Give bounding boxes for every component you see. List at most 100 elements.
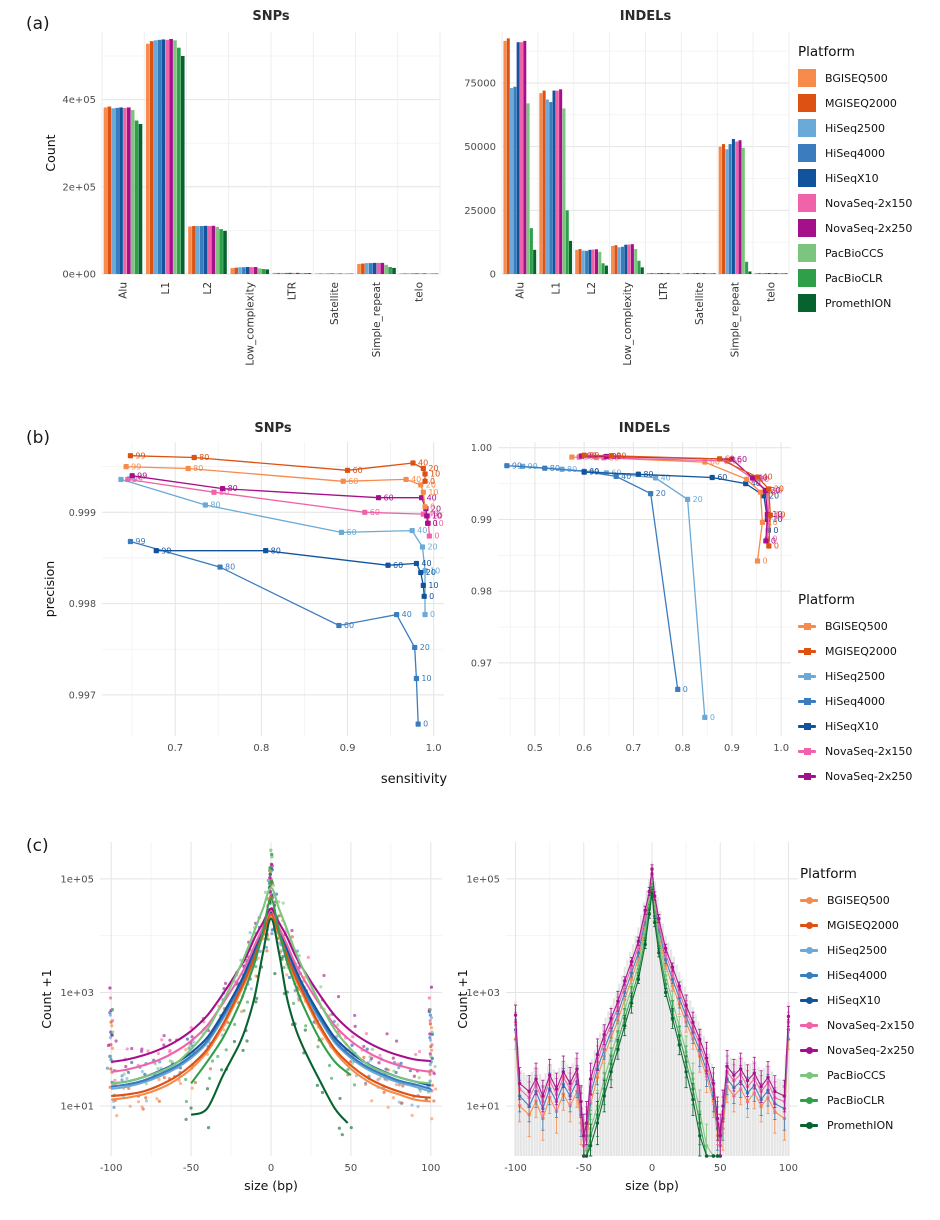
svg-text:10: 10 [433, 519, 443, 528]
svg-text:Simple_repeat: Simple_repeat [371, 282, 383, 357]
square-swatch-icon [798, 219, 816, 237]
svg-text:99: 99 [512, 461, 522, 470]
svg-text:0e+00: 0e+00 [62, 270, 96, 281]
legend-label: BGISEQ500 [827, 893, 890, 907]
legend-label: NovaSeq-2x250 [827, 1043, 915, 1057]
line-dot-marker-icon [800, 1066, 818, 1084]
svg-text:1e+05: 1e+05 [466, 874, 500, 885]
svg-text:80: 80 [609, 453, 619, 462]
svg-text:50000: 50000 [464, 142, 496, 153]
svg-text:size (bp): size (bp) [244, 1178, 298, 1193]
svg-text:Count +1: Count +1 [455, 969, 470, 1029]
svg-text:0: 0 [430, 502, 435, 511]
b-x-axis-label: sensitivity [380, 772, 448, 787]
svg-text:0: 0 [423, 720, 428, 729]
svg-text:0: 0 [710, 713, 715, 722]
svg-text:60: 60 [370, 508, 380, 517]
svg-text:20: 20 [431, 504, 441, 513]
svg-text:SNPs: SNPs [254, 421, 292, 436]
svg-text:20: 20 [765, 488, 775, 497]
legend-item-MGISEQ2000: MGISEQ2000 [800, 916, 914, 934]
svg-text:25000: 25000 [464, 206, 496, 217]
svg-text:80: 80 [616, 451, 626, 460]
svg-text:LTR: LTR [658, 282, 670, 300]
svg-text:telo: telo [766, 282, 778, 302]
square-swatch-icon [798, 169, 816, 187]
legend-item-PacBioCCS: PacBioCCS [800, 1066, 914, 1084]
svg-text:2e+05: 2e+05 [62, 182, 96, 193]
svg-text:80: 80 [567, 465, 577, 474]
svg-text:100: 100 [421, 1163, 440, 1174]
svg-text:60: 60 [717, 473, 727, 482]
line-square-marker-icon [798, 767, 816, 785]
legend-label: HiSeqX10 [827, 993, 881, 1007]
svg-text:Count: Count [43, 134, 58, 171]
svg-text:80: 80 [225, 563, 235, 572]
svg-text:40: 40 [751, 479, 761, 488]
svg-text:40: 40 [421, 559, 431, 568]
svg-text:1.0: 1.0 [426, 743, 442, 754]
legend-item-PacBioCLR: PacBioCLR [800, 1091, 914, 1109]
square-swatch-icon [798, 294, 816, 312]
svg-text:99: 99 [589, 451, 599, 460]
svg-text:INDELs: INDELs [620, 9, 672, 24]
svg-text:10: 10 [428, 581, 438, 590]
svg-text:0: 0 [772, 534, 777, 543]
legend-label: NovaSeq-2x150 [827, 1018, 915, 1032]
legend-item-HiSeq2500: HiSeq2500 [798, 667, 912, 685]
svg-text:60: 60 [589, 467, 599, 476]
legend-label: PromethION [825, 296, 892, 310]
svg-text:80: 80 [228, 484, 238, 493]
svg-text:Satellite: Satellite [694, 282, 706, 325]
svg-text:60: 60 [384, 493, 394, 502]
legend-label: HiSeq2500 [827, 943, 888, 957]
square-swatch-icon [798, 244, 816, 262]
svg-text:10: 10 [774, 512, 784, 521]
svg-text:80: 80 [199, 453, 209, 462]
svg-text:0.997: 0.997 [69, 690, 96, 701]
legend-label: PacBioCLR [827, 1093, 885, 1107]
legend-label: HiSeq2500 [825, 669, 886, 683]
svg-text:0: 0 [434, 532, 439, 541]
svg-text:80: 80 [210, 501, 220, 510]
svg-text:Simple_repeat: Simple_repeat [730, 282, 742, 357]
legend-platform-c: Platform BGISEQ500 MGISEQ2000 HiSeq2500 HiSe… [800, 866, 914, 1141]
svg-text:10: 10 [772, 510, 782, 519]
svg-text:20: 20 [427, 543, 437, 552]
svg-text:60: 60 [725, 454, 735, 463]
legend-item-NovaSeq-2x250: NovaSeq-2x250 [798, 767, 912, 785]
legend-label: NovaSeq-2x150 [825, 744, 913, 758]
svg-text:L2: L2 [202, 282, 214, 295]
svg-text:40: 40 [759, 475, 769, 484]
svg-text:40: 40 [758, 473, 768, 482]
legend-title: Platform [798, 592, 855, 608]
svg-text:4e+05: 4e+05 [62, 95, 96, 106]
legend-item-BGISEQ500: BGISEQ500 [798, 69, 912, 87]
legend-label: HiSeq2500 [825, 121, 886, 135]
svg-text:60: 60 [710, 458, 720, 467]
svg-text:20: 20 [426, 481, 436, 490]
svg-text:40: 40 [763, 473, 773, 482]
svg-text:40: 40 [427, 493, 437, 502]
svg-text:Count +1: Count +1 [39, 969, 54, 1029]
legend-platform-b: Platform BGISEQ500 MGISEQ2000 HiSeq2500 HiSe… [798, 592, 912, 792]
svg-text:SNPs: SNPs [252, 9, 290, 24]
svg-text:50: 50 [345, 1163, 358, 1174]
panel-c-label: (c) [26, 836, 49, 856]
legend-label: HiSeqX10 [825, 171, 879, 185]
svg-text:99: 99 [584, 453, 594, 462]
svg-text:20: 20 [428, 464, 438, 473]
panel-a-label: (a) [26, 14, 50, 34]
line-dot-marker-icon [800, 916, 818, 934]
svg-text:Satellite: Satellite [329, 282, 341, 325]
svg-text:60: 60 [737, 455, 747, 464]
legend-item-HiSeq4000: HiSeq4000 [798, 692, 912, 710]
svg-text:60: 60 [732, 457, 742, 466]
svg-text:100: 100 [779, 1163, 798, 1174]
svg-text:40: 40 [428, 510, 438, 519]
svg-text:0: 0 [490, 270, 496, 281]
legend-item-NovaSeq-2x150: NovaSeq-2x150 [800, 1016, 914, 1034]
legend-label: MGISEQ2000 [825, 96, 897, 110]
panel-b-label: (b) [26, 428, 51, 448]
